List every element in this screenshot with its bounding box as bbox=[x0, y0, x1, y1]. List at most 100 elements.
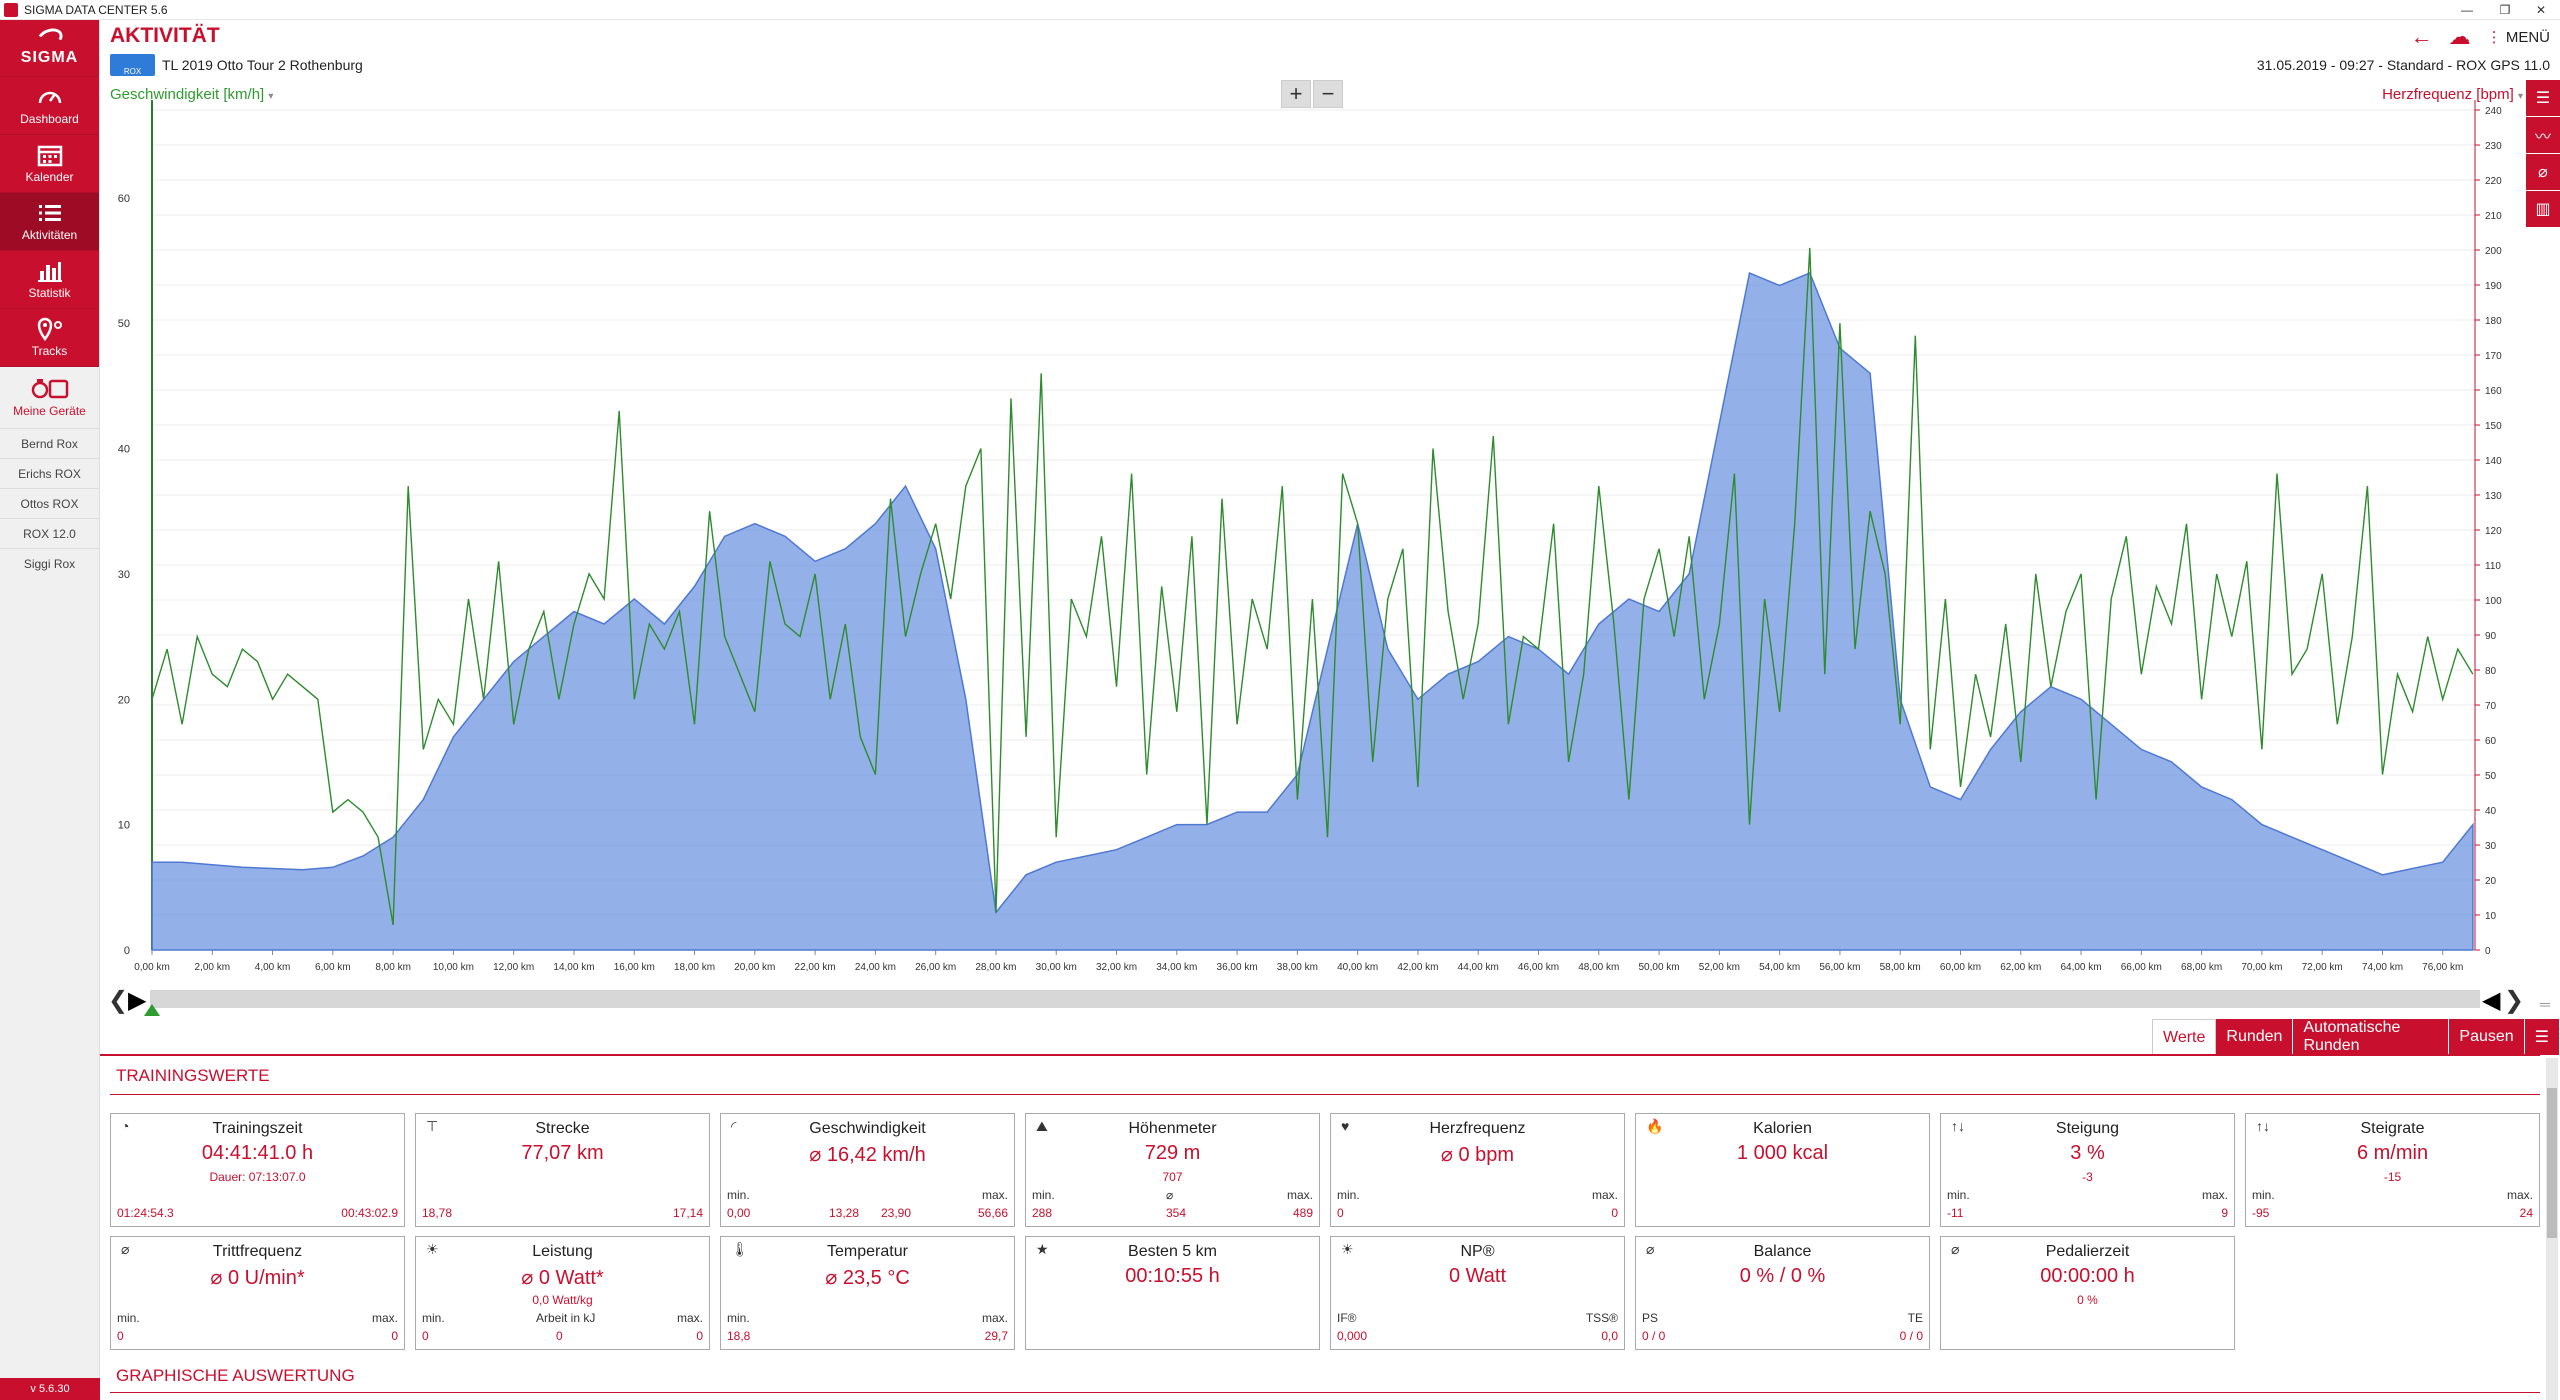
chart-area[interactable]: Geschwindigkeit [km/h] ▾ Herzfrequenz [b… bbox=[100, 80, 2525, 985]
speed-hr-chart[interactable]: 0 10 20 30 40 50 60 0 10 20 30 40 50 60 70 80 90 100 110 12… bbox=[100, 80, 2525, 985]
average-icon[interactable]: ⌀ bbox=[2526, 154, 2560, 190]
range-start-handle[interactable]: ▶ bbox=[128, 987, 147, 1014]
details-scrollbar[interactable] bbox=[2546, 1058, 2558, 1400]
back-arrow-icon[interactable]: ← bbox=[2410, 24, 2433, 49]
x-tick-label: 68,00 km bbox=[2181, 962, 2222, 973]
card-bl-left: 0 bbox=[1337, 1206, 1344, 1220]
line-chart-icon[interactable]: 〰 bbox=[2526, 117, 2560, 153]
card-max-label: TE bbox=[1907, 1311, 1923, 1325]
x-tick-label: 38,00 km bbox=[1277, 962, 1318, 973]
tab-pausen[interactable]: Pausen bbox=[2449, 1019, 2525, 1055]
card-sub: 707 bbox=[1162, 1170, 1183, 1184]
tab-automatische-runden[interactable]: Automatische Runden bbox=[2293, 1019, 2450, 1055]
card-max-label: max. bbox=[2506, 1188, 2533, 1202]
card-title: Leistung bbox=[532, 1243, 593, 1260]
card-value: 0 % / 0 % bbox=[1739, 1265, 1826, 1287]
minimize-icon[interactable]: — bbox=[2461, 3, 2473, 17]
nav-dashboard[interactable]: Dashboard bbox=[0, 76, 99, 134]
activity-meta: 31.05.2019 - 09:27 - Standard - ROX GPS … bbox=[2256, 57, 2550, 73]
cadence-icon: ⌀ bbox=[121, 1241, 130, 1257]
incline-icon: ↑↓ bbox=[1951, 1118, 1965, 1134]
nav-meine-geraete[interactable]: Meine Geräte bbox=[0, 366, 99, 428]
y-axis-right-label[interactable]: Herzfrequenz [bpm] ▾ bbox=[2382, 86, 2523, 103]
tab-runden[interactable]: Runden bbox=[2216, 1019, 2294, 1055]
card-value: 00:10:55 h bbox=[1125, 1265, 1220, 1287]
heart-icon: ♥ bbox=[1341, 1118, 1350, 1134]
y-right-tick-label: 0 bbox=[2485, 946, 2491, 957]
bar-chart-icon bbox=[37, 262, 62, 282]
y-right-tick-label: 180 bbox=[2485, 316, 2502, 327]
cloud-camera-icon[interactable]: ☁ bbox=[2448, 24, 2471, 49]
range-end-handle[interactable]: ◀ bbox=[2482, 987, 2501, 1014]
collapse-handle-icon[interactable]: ═ bbox=[2540, 996, 2550, 1012]
stat-card-geschwindigkeit: ◜ Geschwindigkeit ⌀ 16,42 km/h min. max. 0,00… bbox=[720, 1113, 1015, 1227]
x-tick-label: 64,00 km bbox=[2060, 962, 2101, 973]
x-tick-label: 32,00 km bbox=[1096, 962, 1137, 973]
card-min-label: min. bbox=[1032, 1188, 1055, 1202]
y-right-tick-label: 10 bbox=[2485, 911, 2497, 922]
card-value: 04:41:41.0 h bbox=[201, 1142, 314, 1164]
zoom-in-button[interactable]: + bbox=[1281, 80, 1311, 108]
card-value: 3 % bbox=[2070, 1142, 2105, 1164]
stat-card-besten-5-km: ★ Besten 5 km 00:10:55 h bbox=[1025, 1236, 1320, 1350]
window-title: SIGMA DATA CENTER 5.6 bbox=[24, 2, 168, 17]
tab-menu-icon[interactable]: ☰ bbox=[2524, 1019, 2560, 1055]
card-min-label: min. bbox=[727, 1188, 750, 1202]
y-right-tick-label: 40 bbox=[2485, 806, 2497, 817]
x-tick-label: 76,00 km bbox=[2422, 962, 2463, 973]
card-bl-mid: 0 bbox=[556, 1329, 563, 1343]
scrollbar-thumb[interactable] bbox=[2547, 1088, 2557, 1238]
device-item[interactable]: Ottos ROX bbox=[0, 488, 99, 518]
zoom-out-button[interactable]: − bbox=[1313, 80, 1343, 108]
nav-statistik[interactable]: Statistik bbox=[0, 250, 99, 308]
scroll-track[interactable] bbox=[150, 990, 2480, 1008]
x-tick-label: 60,00 km bbox=[1940, 962, 1981, 973]
np-icon: ☀ bbox=[1341, 1241, 1354, 1257]
scroll-right-icon[interactable]: ❯ bbox=[2504, 987, 2525, 1014]
card-min-label: min. bbox=[727, 1311, 750, 1325]
x-tick-label: 54,00 km bbox=[1759, 962, 1800, 973]
range-start-marker[interactable] bbox=[144, 1004, 160, 1016]
y-axis-left-label[interactable]: Geschwindigkeit [km/h] ▾ bbox=[110, 86, 274, 103]
tab-werte[interactable]: Werte bbox=[2152, 1019, 2217, 1055]
x-tick-label: 20,00 km bbox=[734, 962, 775, 973]
nav-label: Statistik bbox=[28, 286, 71, 300]
x-tick-label: 36,00 km bbox=[1217, 962, 1258, 973]
histogram-icon[interactable]: ▥ bbox=[2526, 191, 2560, 227]
stat-card-leistung: ☀ Leistung ⌀ 0 Watt* 0,0 Watt/kg min. max. Arb… bbox=[415, 1236, 710, 1350]
card-bl-left: 288 bbox=[1032, 1206, 1053, 1220]
chart-range-scrollbar[interactable]: ❮ ▶ ◀ ❯ bbox=[104, 982, 2524, 1018]
menu-button[interactable]: ⋮ MENÜ bbox=[2486, 29, 2550, 46]
card-bl-mid2: 23,90 bbox=[881, 1206, 912, 1220]
card-sub: -15 bbox=[2383, 1170, 2402, 1184]
stat-card-np-: ☀ NP® 0 Watt IF® TSS® 0,000 0,0 bbox=[1330, 1236, 1625, 1350]
x-tick-label: 4,00 km bbox=[255, 962, 291, 973]
card-title: Herzfrequenz bbox=[1429, 1120, 1526, 1137]
device-item[interactable]: Bernd Rox bbox=[0, 428, 99, 458]
nav-aktivitaeten[interactable]: Aktivitäten bbox=[0, 192, 99, 250]
calendar-icon bbox=[37, 145, 62, 167]
activity-icon-label: ROX bbox=[123, 67, 142, 76]
x-tick-label: 50,00 km bbox=[1639, 962, 1680, 973]
restore-icon[interactable]: ❐ bbox=[2499, 3, 2511, 17]
scroll-left-icon[interactable]: ❮ bbox=[108, 987, 129, 1014]
x-tick-label: 12,00 km bbox=[493, 962, 534, 973]
card-min-label: IF® bbox=[1337, 1311, 1357, 1325]
nav-tracks[interactable]: Tracks bbox=[0, 308, 99, 366]
x-tick-label: 48,00 km bbox=[1578, 962, 1619, 973]
device-item[interactable]: Siggi Rox bbox=[0, 548, 99, 578]
device-item[interactable]: Erichs ROX bbox=[0, 458, 99, 488]
nav-label: Tracks bbox=[31, 344, 68, 358]
card-avg-label: ⌀ bbox=[1166, 1188, 1174, 1202]
close-icon[interactable]: ✕ bbox=[2535, 3, 2547, 17]
y-left-tick-label: 50 bbox=[118, 318, 130, 330]
stopwatch-icon: ◔ bbox=[121, 1118, 130, 1134]
nav-kalender[interactable]: Kalender bbox=[0, 134, 99, 192]
card-min-label: min. bbox=[2252, 1188, 2275, 1202]
device-item[interactable]: ROX 12.0 bbox=[0, 518, 99, 548]
list-view-icon[interactable]: ☰ bbox=[2526, 80, 2560, 116]
card-value: ⌀ 0 Watt* bbox=[521, 1267, 604, 1289]
card-max-label: max. bbox=[2201, 1188, 2228, 1202]
tab-bar: Werte Runden Automatische Runden Pausen … bbox=[2152, 1019, 2560, 1055]
sidebar: SIGMA Dashboard Kalender Aktivitäten Sta… bbox=[0, 20, 100, 1400]
